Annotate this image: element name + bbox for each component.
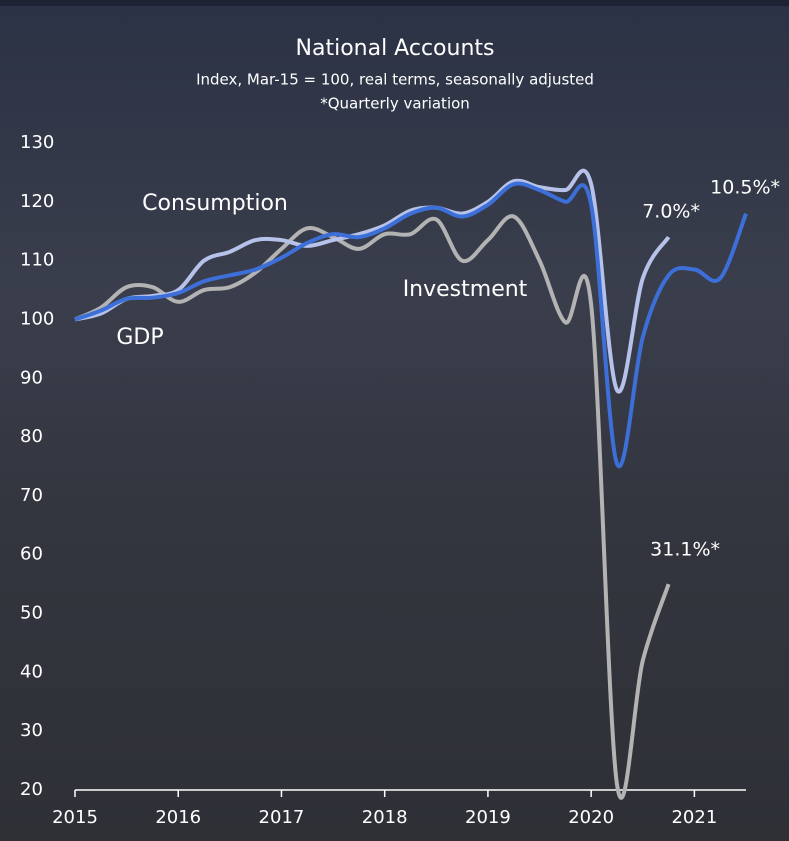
- x-tick-label: 2018: [362, 807, 408, 828]
- top-bar: [0, 0, 789, 6]
- y-tick-label: 70: [20, 485, 43, 506]
- end-label: 10.5%*: [710, 177, 780, 199]
- series-label: GDP: [116, 325, 163, 350]
- y-tick-label: 80: [20, 426, 43, 447]
- x-tick-label: 2020: [568, 807, 614, 828]
- series-line: [74, 181, 748, 469]
- x-tick-label: 2017: [259, 807, 305, 828]
- end-label: 7.0%*: [642, 201, 700, 223]
- chart-subtitle: Index, Mar-15 = 100, real terms, seasona…: [196, 71, 594, 89]
- series-label: Consumption: [142, 191, 288, 216]
- x-tick-label: 2016: [155, 807, 201, 828]
- y-tick-label: 60: [20, 544, 43, 565]
- series-line: [74, 214, 671, 800]
- y-tick-label: 90: [20, 367, 43, 388]
- y-tick-label: 120: [20, 191, 54, 212]
- y-tick-label: 40: [20, 661, 43, 682]
- chart-note: *Quarterly variation: [320, 95, 470, 113]
- y-tick-label: 110: [20, 250, 54, 271]
- chart-title: National Accounts: [296, 36, 495, 61]
- y-tick-label: 50: [20, 603, 43, 624]
- y-tick-label: 30: [20, 720, 43, 741]
- series-line: [74, 168, 671, 394]
- end-label: 31.1%*: [650, 539, 720, 561]
- y-tick-label: 100: [20, 308, 54, 329]
- x-tick-label: 2019: [465, 807, 511, 828]
- series-label: Investment: [403, 277, 528, 302]
- x-tick-label: 2015: [52, 807, 98, 828]
- x-tick-label: 2021: [671, 807, 717, 828]
- y-tick-label: 130: [20, 132, 54, 153]
- y-tick-label: 20: [20, 779, 43, 800]
